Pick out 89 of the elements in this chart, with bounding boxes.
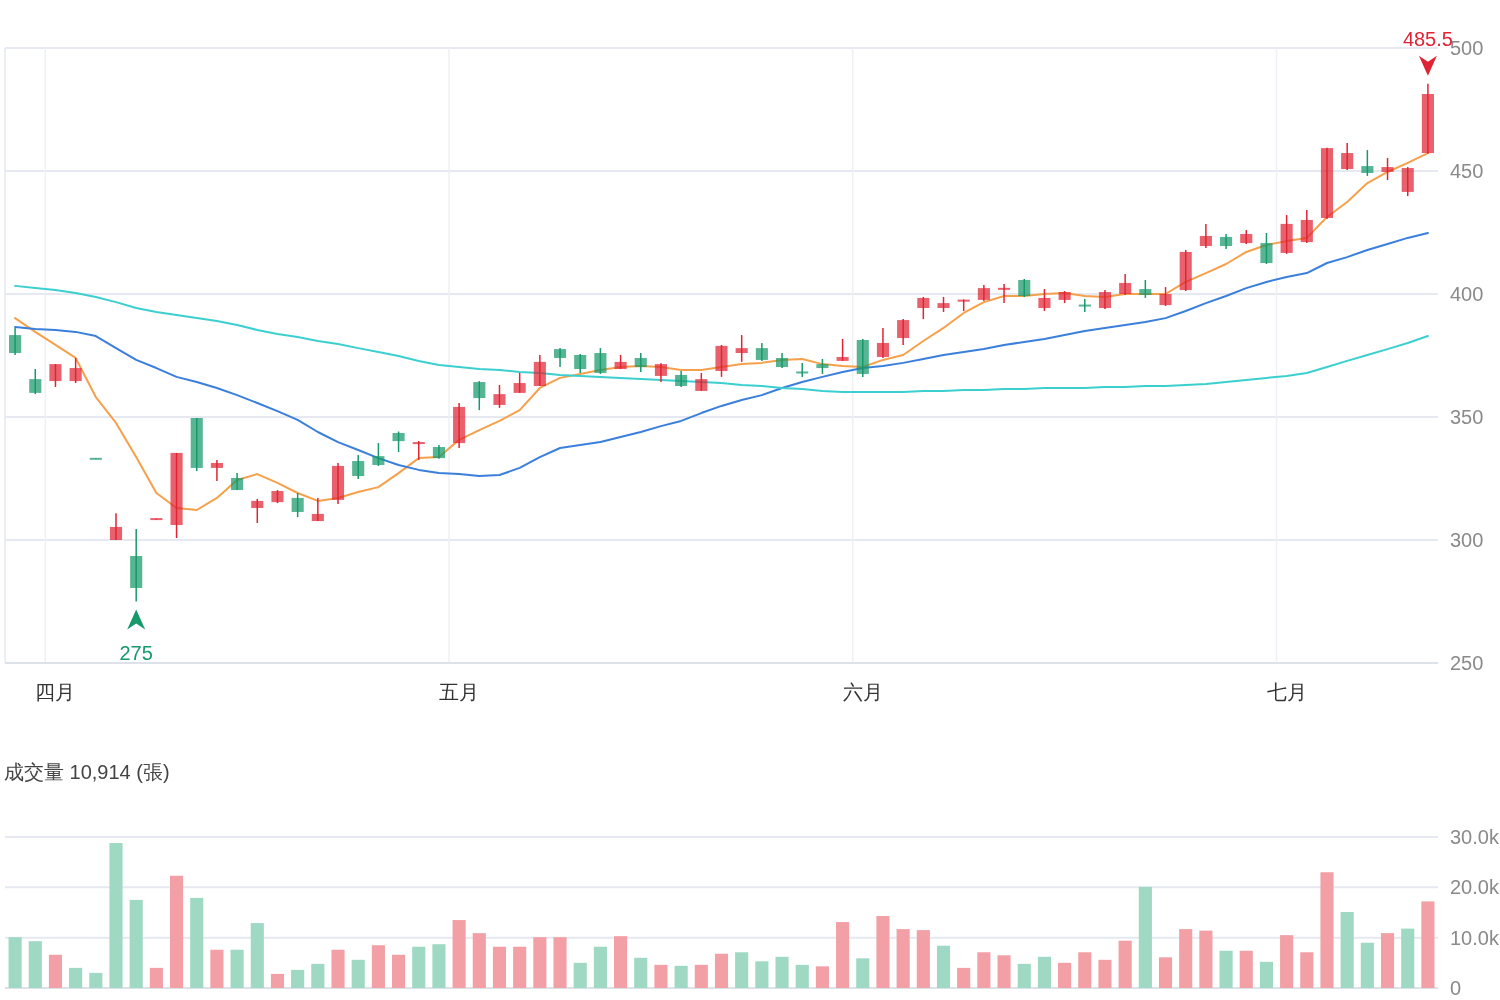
y-tick-label: 350	[1450, 406, 1484, 428]
bar	[1158, 957, 1173, 988]
bar	[654, 964, 668, 988]
bar	[1037, 956, 1051, 988]
bar	[1098, 959, 1112, 988]
y-tick-label: 30.0k	[1450, 826, 1500, 848]
y-tick-label: 0	[1450, 977, 1462, 999]
bar	[876, 916, 890, 988]
bar	[513, 946, 527, 988]
bar	[957, 967, 971, 988]
line-series	[14, 284, 1429, 393]
y-tick-label: 400	[1450, 283, 1484, 305]
bar	[1017, 963, 1031, 988]
bar	[371, 945, 385, 988]
bar	[856, 958, 870, 988]
bar	[836, 922, 850, 988]
bar	[1280, 935, 1294, 988]
bar	[1259, 961, 1273, 988]
bar	[916, 930, 930, 988]
y-tick-label: 250	[1450, 652, 1484, 674]
bar	[1360, 942, 1374, 988]
bar	[815, 966, 829, 988]
bar	[492, 946, 507, 988]
bar	[1219, 950, 1233, 988]
bar	[674, 965, 688, 988]
bar	[472, 933, 486, 988]
x-tick-label: 七月	[1266, 681, 1307, 703]
bar	[1138, 886, 1152, 988]
bar	[109, 843, 123, 988]
bar	[1421, 901, 1435, 988]
bar	[896, 929, 910, 988]
bar	[351, 959, 365, 988]
bar	[614, 936, 628, 988]
bar	[412, 946, 426, 988]
bar	[1118, 940, 1132, 988]
bar	[331, 949, 345, 988]
x-tick-label: 五月	[439, 681, 480, 703]
bar	[634, 957, 648, 988]
bar	[230, 949, 244, 988]
y-tick-label: 450	[1450, 160, 1484, 182]
bar	[735, 952, 749, 988]
bar	[190, 897, 204, 988]
bar	[1179, 929, 1193, 988]
bar	[775, 956, 789, 988]
bar	[8, 937, 22, 988]
bar	[291, 969, 305, 988]
bar	[573, 962, 587, 988]
bar	[533, 937, 547, 988]
bar	[936, 945, 951, 988]
line-series	[14, 152, 1429, 511]
bar	[977, 952, 991, 988]
line-series	[14, 231, 1429, 478]
bar	[1239, 950, 1253, 988]
bar	[311, 963, 325, 988]
y-tick-label: 300	[1450, 529, 1484, 551]
bar	[250, 923, 264, 988]
bar	[1401, 928, 1415, 988]
bar	[714, 953, 729, 988]
bar	[997, 955, 1011, 988]
bar	[1078, 952, 1092, 988]
bar	[392, 954, 406, 988]
bar	[1380, 933, 1395, 988]
bar	[69, 967, 83, 988]
bar	[1058, 962, 1072, 988]
bar	[48, 954, 63, 988]
bar	[89, 972, 103, 988]
bar	[28, 941, 42, 988]
bar	[452, 920, 466, 988]
chart-title: 成交量 10,914 (張)	[4, 761, 170, 783]
bar	[129, 899, 143, 988]
x-tick-label: 六月	[842, 681, 883, 703]
annotation: 275	[119, 641, 153, 664]
bar	[694, 964, 708, 988]
bar	[210, 949, 224, 988]
bar	[1300, 952, 1314, 988]
bar	[1199, 930, 1213, 988]
bar	[170, 875, 184, 988]
bar	[1320, 872, 1334, 988]
bar	[270, 973, 285, 988]
x-tick-label: 四月	[35, 681, 76, 703]
bar	[755, 961, 769, 988]
bar	[1340, 912, 1354, 988]
y-tick-label: 10.0k	[1450, 926, 1500, 949]
bar	[432, 944, 446, 988]
y-tick-label: 20.0k	[1450, 876, 1500, 899]
bar	[553, 937, 567, 988]
bar	[593, 946, 607, 988]
bar	[149, 967, 163, 988]
bar	[795, 964, 809, 988]
